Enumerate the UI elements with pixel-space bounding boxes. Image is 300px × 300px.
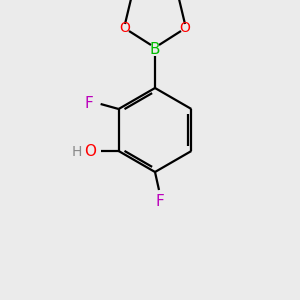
Text: F: F — [156, 194, 164, 209]
Text: O: O — [120, 21, 130, 35]
Text: F: F — [84, 97, 93, 112]
Text: H: H — [71, 145, 82, 159]
Text: O: O — [84, 143, 96, 158]
Text: B: B — [150, 43, 160, 58]
Text: O: O — [180, 21, 190, 35]
